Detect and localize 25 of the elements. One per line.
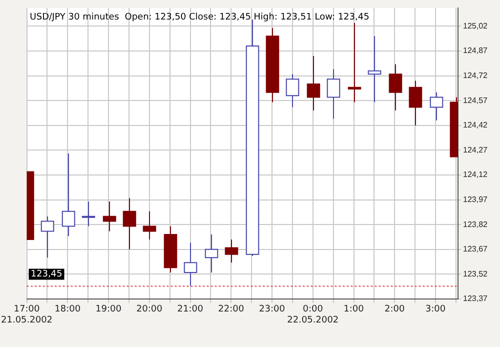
ref-line-label: 123,45 — [30, 270, 62, 280]
y-tick-label: 124,27 — [463, 145, 488, 154]
x-tick-label: 1:00 — [344, 304, 364, 315]
x-tick-label: 2:00 — [384, 304, 406, 315]
y-tick-label: 123,82 — [463, 220, 488, 229]
text: USD/JPY 30 minutes Open: 123,50 Close: 123,45 High: 123,51 Low: 123,45 — [30, 12, 370, 22]
y-tick-label: 124,57 — [463, 96, 488, 105]
x-tick-label: 0:00 22.05.2002 — [287, 304, 339, 326]
x-tick-label: 23:00 — [259, 304, 286, 315]
y-tick-label: 124,12 — [463, 170, 488, 180]
x-tick-label: 18:00 — [54, 304, 81, 315]
x-tick-label: 21:00 — [177, 304, 204, 315]
y-tick-label: 125,02 — [463, 21, 488, 30]
x-tick-label: 17:00 21.05.2002 — [1, 304, 53, 326]
y-tick-label: 123,52 — [463, 269, 488, 278]
x-tick-label: 19:00 — [96, 304, 122, 315]
y-tick-label: 124,72 — [463, 70, 488, 80]
y-tick-label: 123,37 — [463, 294, 488, 304]
y-tick-label: 124,87 — [463, 46, 488, 56]
y-tick-label: 123,67 — [463, 244, 488, 254]
x-tick-label: 22:00 — [218, 304, 244, 315]
x-tick-label: 20:00 — [136, 304, 163, 315]
y-tick-label: 124,42 — [463, 120, 488, 130]
y-tick-label: 123,97 — [463, 195, 488, 204]
x-tick-label: 3:00 — [425, 304, 446, 315]
